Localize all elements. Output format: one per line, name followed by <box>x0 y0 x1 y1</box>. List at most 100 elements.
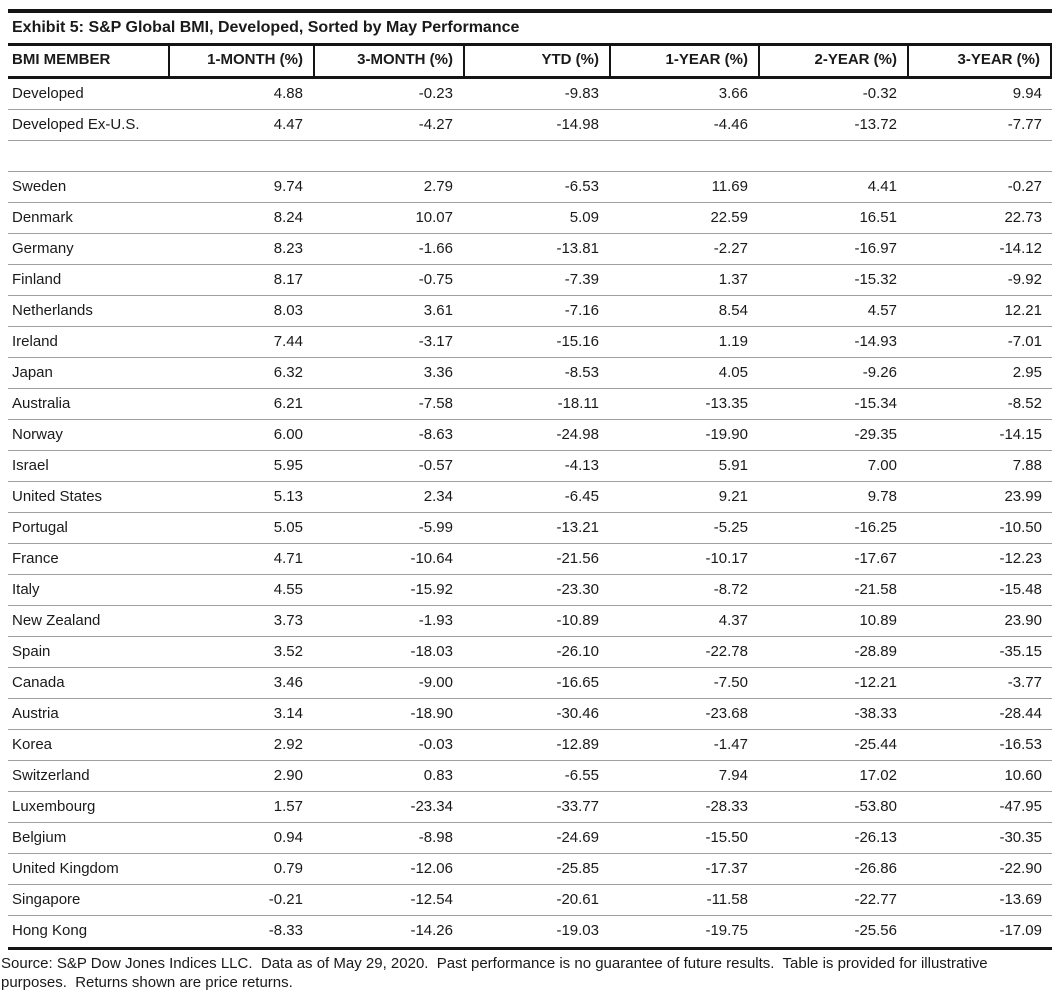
table-row: Sweden 9.74 2.79 -6.53 11.69 4.41 -0.27 <box>8 172 1052 203</box>
table-row: Developed 4.88 -0.23 -9.83 3.66 -0.32 9.94 <box>8 79 1052 110</box>
value-cell: -5.99 <box>418 519 453 536</box>
value-cell: 0.79 <box>273 860 303 877</box>
value-cell: -15.16 <box>556 333 599 350</box>
value-cell: -22.90 <box>999 860 1042 877</box>
value-cell: 7.94 <box>718 767 748 784</box>
table-row: Israel 5.95 -0.57 -4.13 5.91 7.00 7.88 <box>8 451 1052 482</box>
value-cell: -7.58 <box>418 395 453 412</box>
value-cell: -18.03 <box>410 643 453 660</box>
value-cell: 12.21 <box>1004 302 1042 319</box>
value-cell: -15.32 <box>854 271 897 288</box>
member-cell: Canada <box>12 674 65 691</box>
value-cell: -19.90 <box>705 426 748 443</box>
table-row: Australia 6.21 -7.58 -18.11 -13.35 -15.34 -8.5… <box>8 389 1052 420</box>
value-cell: -13.81 <box>556 240 599 257</box>
member-cell: United Kingdom <box>12 860 119 877</box>
table-row: New Zealand 3.73 -1.93 -10.89 4.37 10.89 23.90 <box>8 606 1052 637</box>
value-cell: -17.37 <box>705 860 748 877</box>
value-cell: -20.61 <box>556 891 599 908</box>
value-cell: -19.03 <box>556 922 599 939</box>
table-row: Austria 3.14 -18.90 -30.46 -23.68 -38.33 -28.4… <box>8 699 1052 730</box>
value-cell: -3.17 <box>418 333 453 350</box>
value-cell: 8.17 <box>273 271 303 288</box>
value-cell: 1.37 <box>718 271 748 288</box>
value-cell: 2.90 <box>273 767 303 784</box>
member-cell: Austria <box>12 705 59 722</box>
table-row: Belgium 0.94 -8.98 -24.69 -15.50 -26.13 -30.35 <box>8 823 1052 854</box>
member-cell: Singapore <box>12 891 81 908</box>
value-cell: 7.00 <box>867 457 897 474</box>
value-cell: -18.90 <box>410 705 453 722</box>
title-rule <box>8 43 1052 46</box>
value-cell: -12.89 <box>556 736 599 753</box>
value-cell: -8.63 <box>418 426 453 443</box>
value-cell: -14.15 <box>999 426 1042 443</box>
value-cell: -28.44 <box>999 705 1042 722</box>
table-body: Developed 4.88 -0.23 -9.83 3.66 -0.32 9.94 Deve… <box>8 79 1052 947</box>
value-cell: -24.98 <box>556 426 599 443</box>
value-cell: -13.72 <box>854 116 897 133</box>
value-cell: 11.69 <box>711 178 748 195</box>
value-cell <box>168 141 313 171</box>
member-cell: Spain <box>12 643 51 660</box>
value-cell: 4.05 <box>718 364 748 381</box>
member-cell: Sweden <box>12 178 67 195</box>
member-cell: Switzerland <box>12 767 90 784</box>
value-cell: -15.50 <box>705 829 748 846</box>
value-cell: 9.21 <box>718 488 748 505</box>
value-cell: -0.32 <box>862 85 897 102</box>
value-cell: 6.32 <box>273 364 303 381</box>
bottom-rule <box>8 947 1052 950</box>
value-cell: 4.71 <box>273 550 303 567</box>
value-cell: -4.46 <box>713 116 748 133</box>
value-cell: -23.34 <box>410 798 453 815</box>
value-cell: 8.24 <box>273 209 303 226</box>
value-cell: 22.73 <box>1004 209 1042 226</box>
value-cell: -8.72 <box>713 581 748 598</box>
value-cell: 6.00 <box>273 426 303 443</box>
column-header: 2-YEAR (%) <box>758 46 907 76</box>
table-row: Japan 6.32 3.36 -8.53 4.05 -9.26 2.95 <box>8 358 1052 389</box>
member-cell: Developed <box>12 85 84 102</box>
value-cell: -47.95 <box>999 798 1042 815</box>
value-cell: 23.90 <box>1004 612 1042 629</box>
value-cell: -10.64 <box>410 550 453 567</box>
value-cell: -0.75 <box>418 271 453 288</box>
member-cell: France <box>12 550 59 567</box>
member-cell: Ireland <box>12 333 58 350</box>
value-cell: 3.14 <box>273 705 303 722</box>
value-cell: -22.78 <box>705 643 748 660</box>
member-cell: Belgium <box>12 829 67 846</box>
value-cell: -29.35 <box>854 426 897 443</box>
member-cell: New Zealand <box>12 612 101 629</box>
table-row: Canada 3.46 -9.00 -16.65 -7.50 -12.21 -3.77 <box>8 668 1052 699</box>
value-cell: 4.57 <box>867 302 897 319</box>
value-cell: -25.44 <box>854 736 897 753</box>
value-cell: -16.65 <box>556 674 599 691</box>
value-cell: -12.21 <box>854 674 897 691</box>
value-cell: -18.11 <box>557 395 599 412</box>
table-row: Hong Kong -8.33 -14.26 -19.03 -19.75 -25.56 -1… <box>8 916 1052 947</box>
table-row: Italy 4.55 -15.92 -23.30 -8.72 -21.58 -15.48 <box>8 575 1052 606</box>
column-header: 1-MONTH (%) <box>168 46 313 76</box>
value-cell: -35.15 <box>999 643 1042 660</box>
value-cell: -12.54 <box>410 891 453 908</box>
value-cell: -14.93 <box>854 333 897 350</box>
value-cell: -17.67 <box>854 550 897 567</box>
member-cell: Finland <box>12 271 62 288</box>
table-row-blank <box>8 141 1052 172</box>
table-row: Luxembourg 1.57 -23.34 -33.77 -28.33 -53.80 -4… <box>8 792 1052 823</box>
value-cell: 2.92 <box>273 736 303 753</box>
value-cell: 22.59 <box>710 209 748 226</box>
value-cell: -6.55 <box>564 767 599 784</box>
member-cell <box>8 141 168 171</box>
column-header: 3-YEAR (%) <box>907 46 1052 76</box>
column-header: 1-YEAR (%) <box>609 46 758 76</box>
value-cell: 17.02 <box>859 767 897 784</box>
value-cell: -16.53 <box>999 736 1042 753</box>
value-cell: -7.16 <box>564 302 599 319</box>
value-cell: -0.03 <box>418 736 453 753</box>
value-cell: 10.60 <box>1004 767 1042 784</box>
value-cell: -2.27 <box>713 240 748 257</box>
